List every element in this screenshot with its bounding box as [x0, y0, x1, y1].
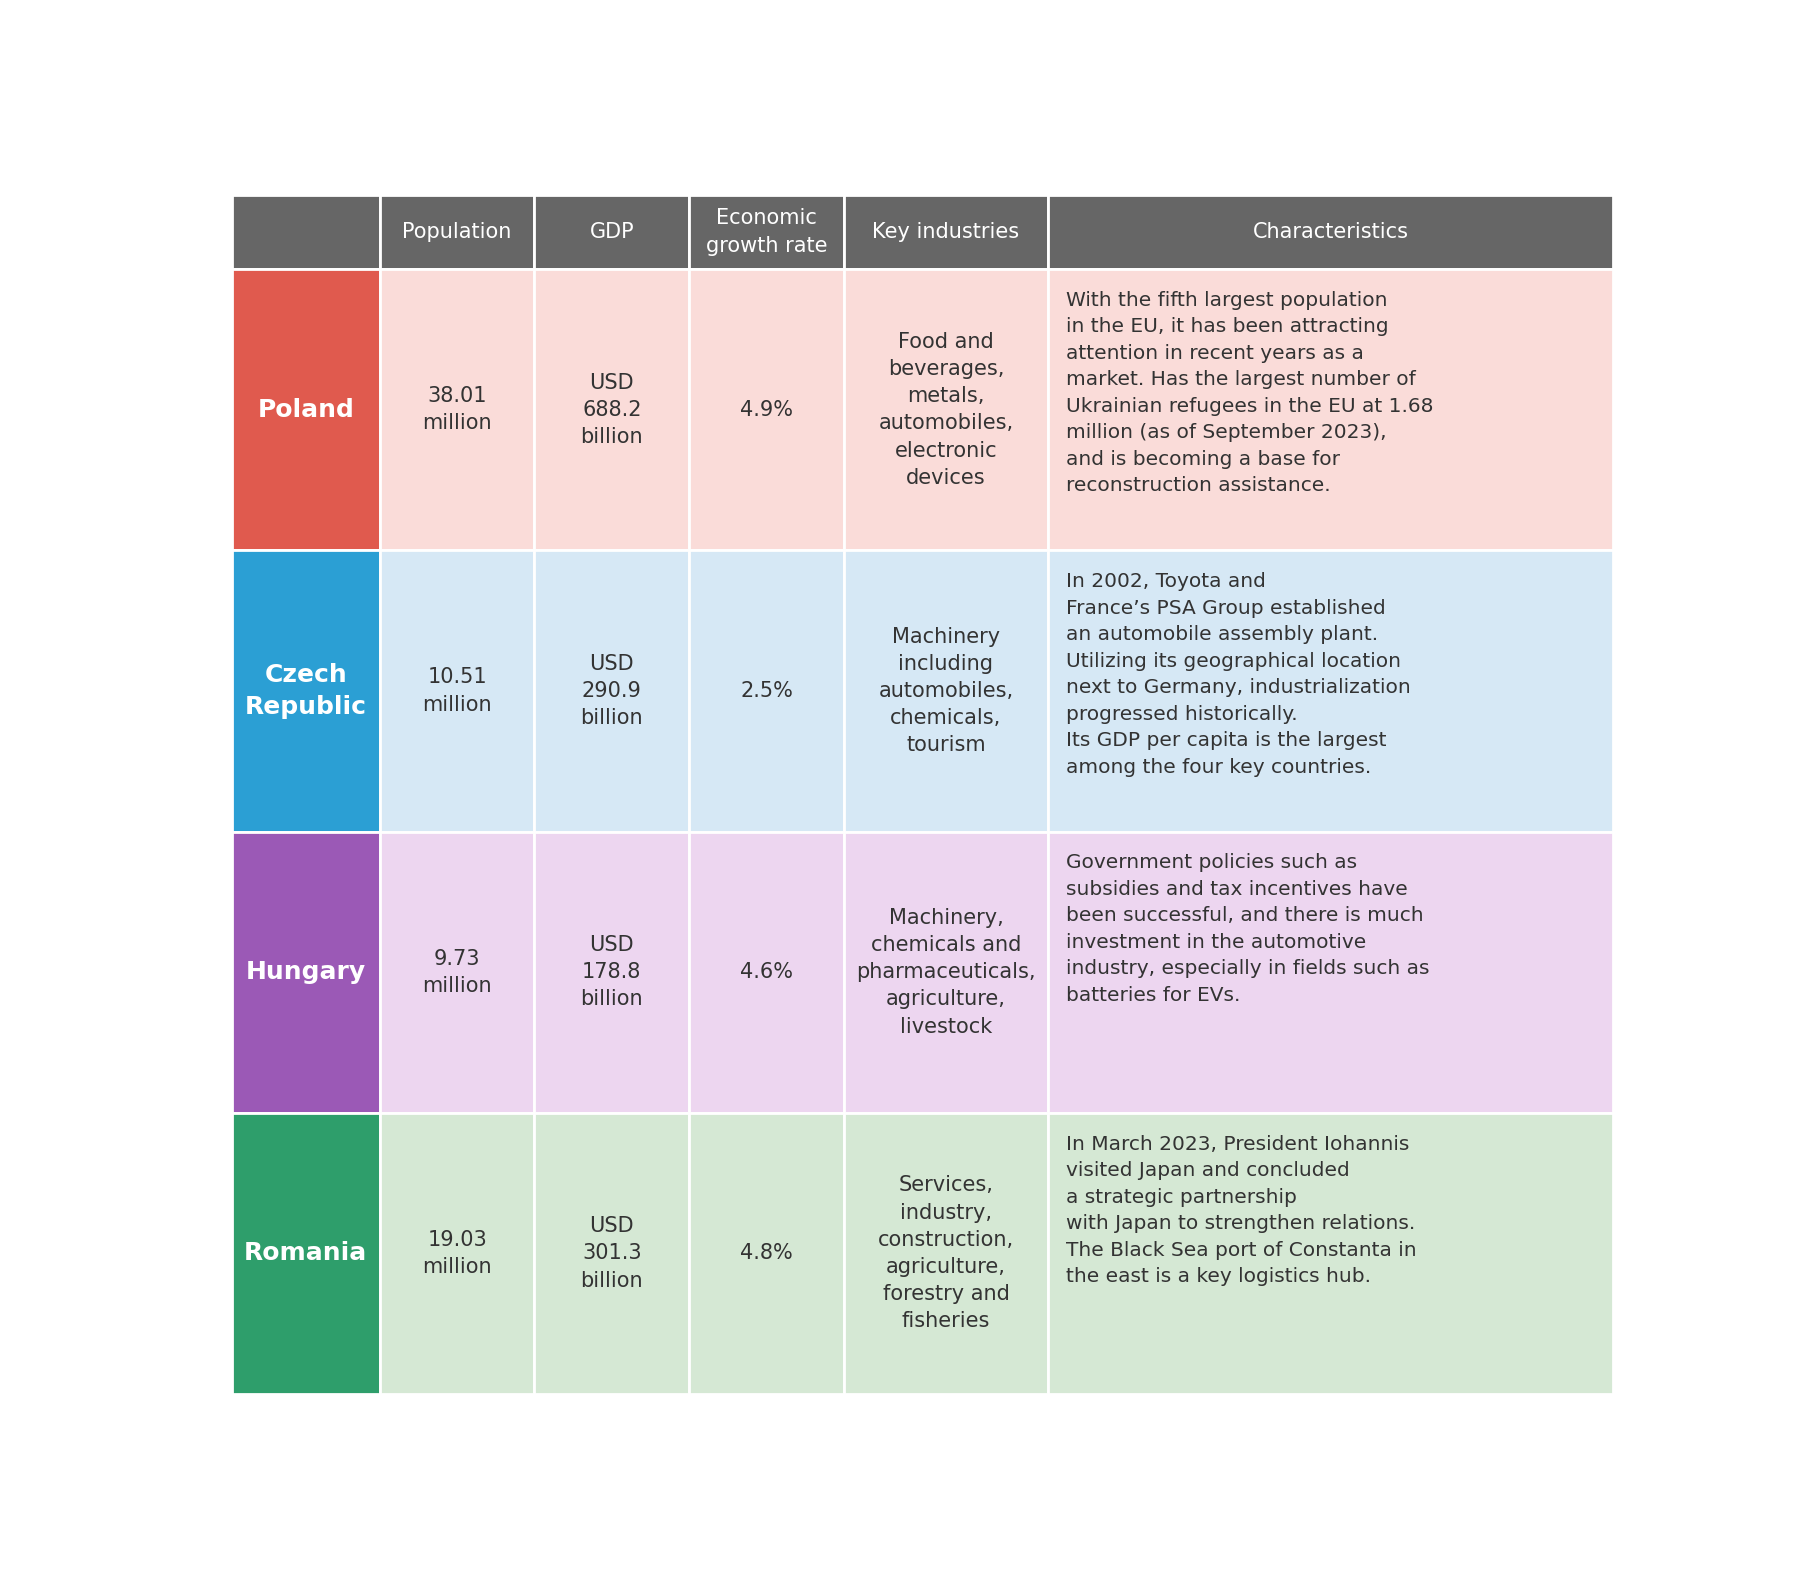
Bar — [535, 1112, 689, 1394]
Text: 10.51
million: 10.51 million — [423, 667, 491, 714]
Text: Economic
growth rate: Economic growth rate — [706, 208, 828, 255]
Text: Population: Population — [403, 222, 511, 242]
Bar — [232, 195, 380, 269]
Bar — [844, 269, 1048, 551]
Bar — [1048, 195, 1613, 269]
Text: Machinery
including
automobiles,
chemicals,
tourism: Machinery including automobiles, chemica… — [878, 626, 1013, 755]
Bar — [689, 269, 844, 551]
Bar — [689, 1112, 844, 1394]
Bar — [535, 832, 689, 1112]
Text: GDP: GDP — [589, 222, 634, 242]
Text: Czech
Republic: Czech Republic — [245, 662, 367, 719]
Text: Key industries: Key industries — [873, 222, 1019, 242]
Bar — [380, 269, 535, 551]
Bar — [1048, 551, 1613, 832]
Text: In March 2023, President Iohannis
visited Japan and concluded
a strategic partne: In March 2023, President Iohannis visite… — [1066, 1134, 1417, 1287]
Bar — [689, 832, 844, 1112]
Text: USD
290.9
billion: USD 290.9 billion — [580, 654, 643, 728]
Text: USD
301.3
billion: USD 301.3 billion — [580, 1216, 643, 1290]
Text: Machinery,
chemicals and
pharmaceuticals,
agriculture,
livestock: Machinery, chemicals and pharmaceuticals… — [857, 908, 1035, 1037]
Text: In 2002, Toyota and
France’s PSA Group established
an automobile assembly plant.: In 2002, Toyota and France’s PSA Group e… — [1066, 573, 1411, 777]
Bar — [232, 551, 380, 832]
Bar — [535, 551, 689, 832]
Bar — [380, 1112, 535, 1394]
Bar — [844, 551, 1048, 832]
Text: USD
688.2
billion: USD 688.2 billion — [580, 373, 643, 447]
Bar — [844, 832, 1048, 1112]
Bar — [1048, 832, 1613, 1112]
Bar — [689, 551, 844, 832]
Bar — [1048, 1112, 1613, 1394]
Text: 4.8%: 4.8% — [740, 1243, 792, 1263]
Text: 38.01
million: 38.01 million — [423, 385, 491, 433]
Text: Characteristics: Characteristics — [1253, 222, 1409, 242]
Text: Services,
industry,
construction,
agriculture,
forestry and
fisheries: Services, industry, construction, agricu… — [878, 1175, 1013, 1331]
Bar — [535, 269, 689, 551]
Text: 4.9%: 4.9% — [740, 400, 794, 420]
Bar — [689, 195, 844, 269]
Bar — [535, 195, 689, 269]
Bar — [1048, 269, 1613, 551]
Bar — [232, 1112, 380, 1394]
Text: Government policies such as
subsidies and tax incentives have
been successful, a: Government policies such as subsidies an… — [1066, 853, 1429, 1005]
Bar — [380, 551, 535, 832]
Text: Hungary: Hungary — [247, 960, 365, 985]
Text: USD
178.8
billion: USD 178.8 billion — [580, 934, 643, 1010]
Bar — [844, 1112, 1048, 1394]
Bar — [380, 832, 535, 1112]
Text: 9.73
million: 9.73 million — [423, 949, 491, 996]
Text: 4.6%: 4.6% — [740, 963, 794, 982]
Bar — [232, 269, 380, 551]
Text: 2.5%: 2.5% — [740, 681, 792, 702]
Text: Poland: Poland — [257, 398, 355, 422]
Bar — [844, 195, 1048, 269]
Text: With the fifth largest population
in the EU, it has been attracting
attention in: With the fifth largest population in the… — [1066, 291, 1435, 495]
Bar — [232, 832, 380, 1112]
Text: 19.03
million: 19.03 million — [423, 1230, 491, 1277]
Bar — [380, 195, 535, 269]
Text: Romania: Romania — [245, 1241, 367, 1265]
Text: Food and
beverages,
metals,
automobiles,
electronic
devices: Food and beverages, metals, automobiles,… — [878, 332, 1013, 488]
